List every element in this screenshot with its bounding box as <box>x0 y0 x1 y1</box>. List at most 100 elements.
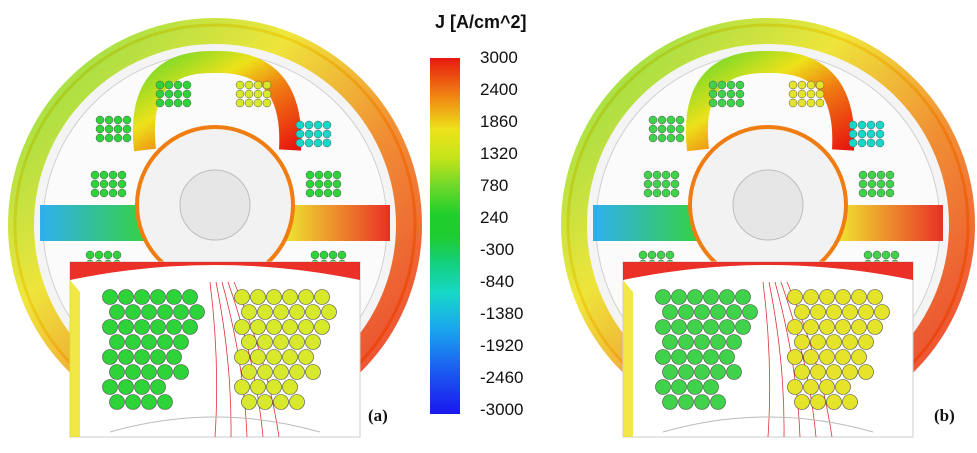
inset-conductor <box>150 379 166 395</box>
conductor <box>295 138 305 148</box>
inset-conductor <box>710 334 726 350</box>
colorbar-tick: 1860 <box>480 112 518 131</box>
conductor <box>108 188 118 198</box>
conductor <box>182 89 192 99</box>
conductor <box>638 250 648 260</box>
conductor <box>182 80 192 90</box>
conductor <box>726 80 736 90</box>
conductor <box>164 80 174 90</box>
inset-conductor <box>173 334 189 350</box>
inset-conductor <box>266 349 282 365</box>
conductor <box>235 98 245 108</box>
conductor <box>788 80 798 90</box>
conductor <box>881 250 891 260</box>
colorbar-tick: 780 <box>480 176 509 195</box>
conductor <box>797 80 807 90</box>
conductor <box>708 89 718 99</box>
inset-edge <box>70 280 80 437</box>
inset-conductor <box>134 289 150 305</box>
conductor <box>262 98 272 108</box>
conductor <box>314 170 324 180</box>
inset-conductor <box>671 349 687 365</box>
inset-conductor <box>726 334 742 350</box>
inset-conductor <box>305 304 321 320</box>
inset-conductor <box>826 334 842 350</box>
inset-conductor <box>141 364 157 380</box>
conductor <box>666 133 676 143</box>
conductor <box>173 89 183 99</box>
colorbar-tick: -3000 <box>480 400 524 419</box>
conductor <box>313 138 323 148</box>
conductor <box>305 188 315 198</box>
panel-label-b: (b) <box>934 406 955 425</box>
conductor <box>90 179 100 189</box>
colorbar-tick: -1380 <box>480 304 524 323</box>
conductor <box>235 80 245 90</box>
conductor <box>806 80 816 90</box>
inset-conductor <box>182 289 198 305</box>
conductor <box>253 89 263 99</box>
conductor <box>866 120 876 130</box>
conductor <box>95 133 105 143</box>
inset-conductor <box>835 349 851 365</box>
conductor <box>665 250 675 260</box>
conductor <box>648 115 658 125</box>
conductor <box>108 170 118 180</box>
inset-conductor <box>125 304 141 320</box>
panel-b: (b) <box>548 0 977 453</box>
inset-conductor <box>655 319 671 335</box>
inset-conductor <box>157 304 173 320</box>
inset-conductor <box>157 334 173 350</box>
conductor <box>815 89 825 99</box>
conductor <box>867 179 877 189</box>
conductor <box>313 120 323 130</box>
inset-conductor <box>851 349 867 365</box>
conductor <box>788 98 798 108</box>
inset-conductor <box>687 349 703 365</box>
inset-conductor <box>842 304 858 320</box>
conductor <box>875 120 885 130</box>
inset-conductor <box>134 379 150 395</box>
inset-conductor <box>671 319 687 335</box>
conductor <box>337 250 347 260</box>
inset-conductor <box>157 394 173 410</box>
conductor <box>656 250 666 260</box>
inset-conductor <box>257 364 273 380</box>
inset-conductor <box>282 349 298 365</box>
inset-conductor <box>118 349 134 365</box>
conductor <box>332 188 342 198</box>
inset-conductor <box>694 394 710 410</box>
inset-conductor <box>250 379 266 395</box>
conductor <box>657 124 667 134</box>
conductor <box>848 129 858 139</box>
inset-conductor <box>858 304 874 320</box>
inset-conductor <box>858 364 874 380</box>
conductor <box>661 170 671 180</box>
conductor <box>872 250 882 260</box>
conductor <box>652 170 662 180</box>
inset-conductor <box>141 304 157 320</box>
conductor <box>797 89 807 99</box>
inset-conductor <box>719 289 735 305</box>
conductor <box>310 250 320 260</box>
conductor <box>117 188 127 198</box>
conductor <box>323 188 333 198</box>
inset-conductor <box>671 289 687 305</box>
flux-loop <box>132 50 302 152</box>
inset-conductor <box>787 319 803 335</box>
conductor <box>164 98 174 108</box>
conductor <box>112 250 122 260</box>
conductor <box>648 124 658 134</box>
inset-conductor <box>794 334 810 350</box>
colorbar-tick: 1320 <box>480 144 518 163</box>
conductor <box>661 188 671 198</box>
inset-conductor <box>257 394 273 410</box>
conductor <box>182 98 192 108</box>
field-line <box>768 281 785 438</box>
inset-conductor <box>687 379 703 395</box>
colorbar-tick: -2460 <box>480 368 524 387</box>
inset-conductor <box>134 349 150 365</box>
conductor <box>675 115 685 125</box>
panel-label-a: (a) <box>368 406 388 425</box>
conductor <box>708 98 718 108</box>
